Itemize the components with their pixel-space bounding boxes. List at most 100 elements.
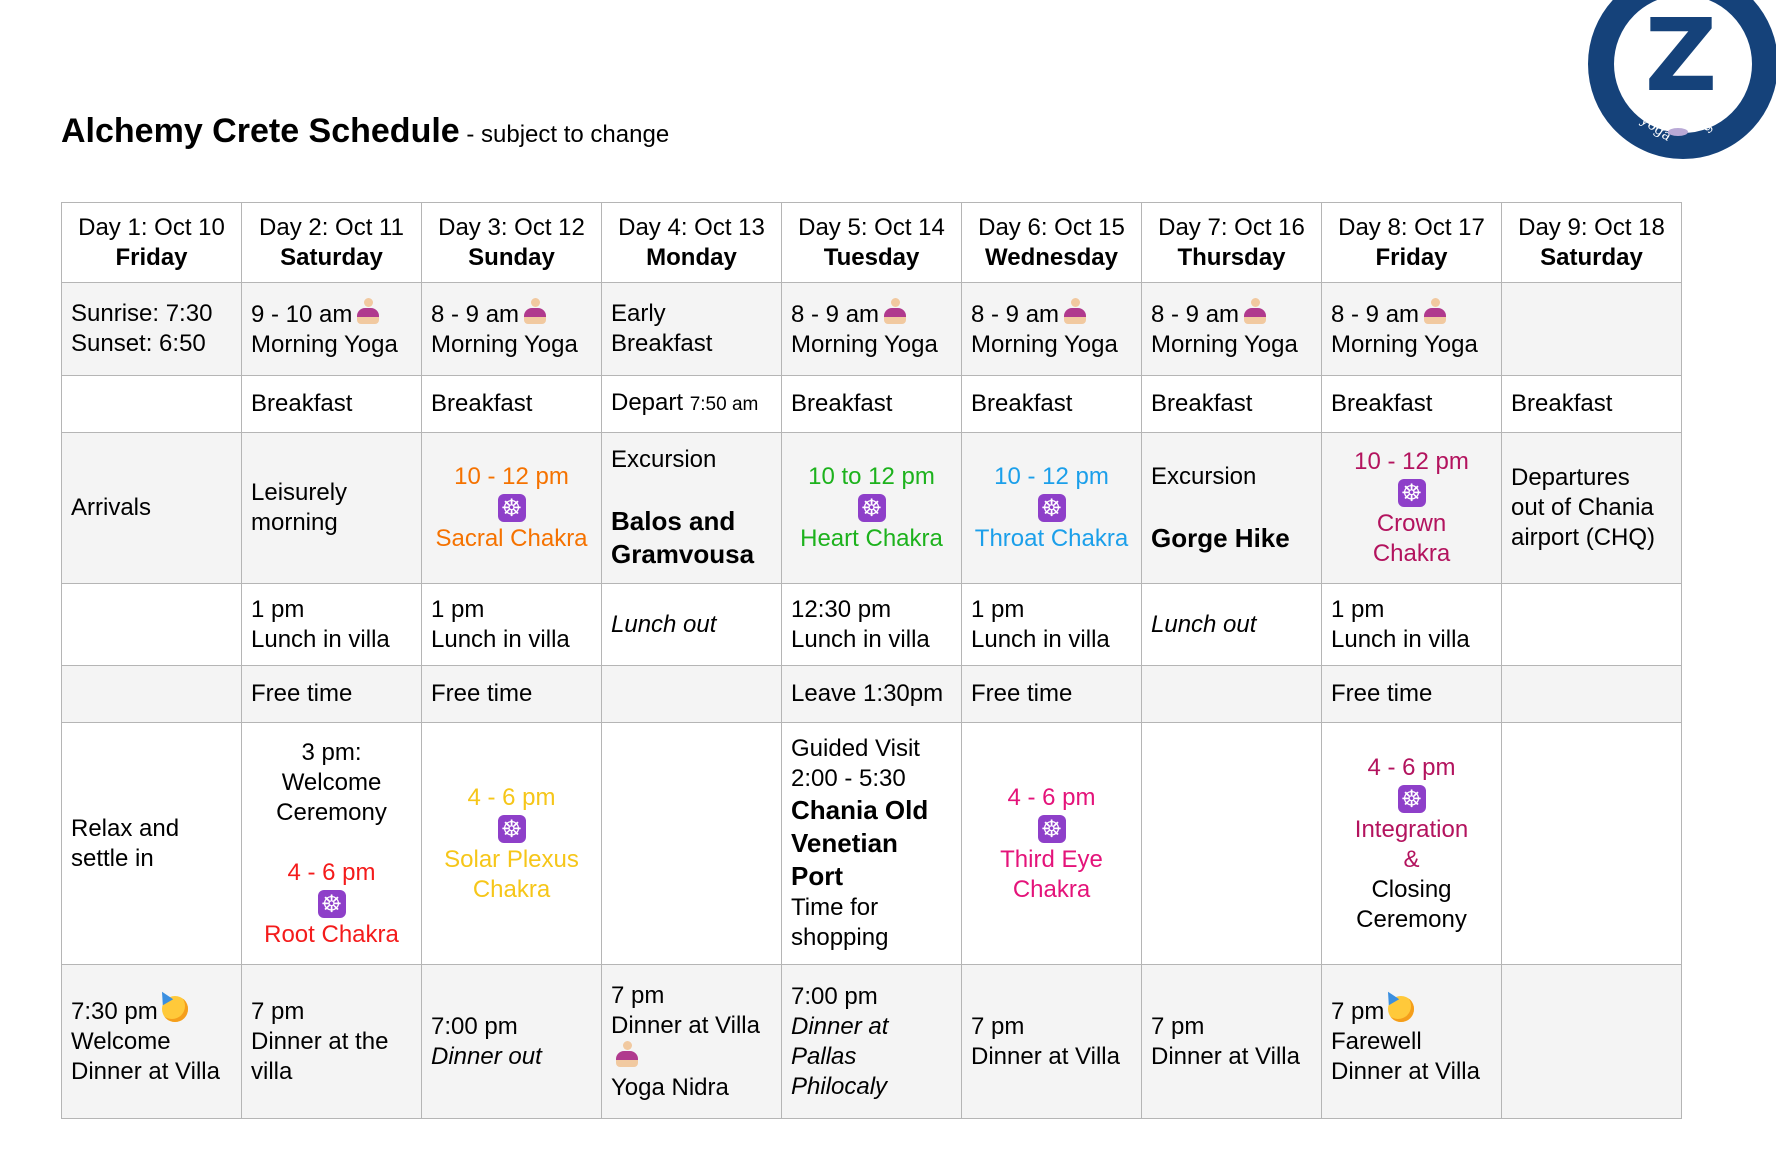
cell-line: Sacral Chakra xyxy=(431,524,592,554)
schedule-cell: Sunrise: 7:30 Sunset: 6:50 xyxy=(61,282,242,376)
table-row: Breakfast Breakfast Depart 7:50 am Breakfas… xyxy=(61,375,1682,433)
cell-text: Venetian xyxy=(791,828,898,858)
cell-line: Early xyxy=(611,299,772,329)
cell-text: Depart xyxy=(611,389,690,416)
schedule-cell: Breakfast xyxy=(961,375,1142,433)
cell-text: 1 pm xyxy=(1331,595,1385,623)
cell-text: Morning Yoga xyxy=(1151,331,1298,358)
cell-line: Relax and xyxy=(71,814,232,844)
cell-line: 3 pm: xyxy=(251,738,412,768)
day-header-cell: Day 9: Oct 18 Saturday xyxy=(1501,202,1682,283)
cell-text: Morning Yoga xyxy=(251,331,398,358)
cell-line: 12:30 pm xyxy=(791,595,952,625)
schedule-cell: 8 - 9 am Morning Yoga xyxy=(1321,282,1502,376)
cell-text: Breakfast xyxy=(1331,390,1433,417)
cell-line: shopping xyxy=(791,923,952,953)
schedule-cell: 8 - 9 am Morning Yoga xyxy=(421,282,602,376)
cell-line: 8 - 9 am xyxy=(791,298,952,330)
cell-line: Time for xyxy=(791,893,952,923)
schedule-cell: 1 pm Lunch in villa xyxy=(1321,583,1502,666)
wheel-of-dharma-icon: ☸ xyxy=(857,494,886,522)
cell-text: 8 - 9 am xyxy=(1331,301,1420,328)
cell-text: & xyxy=(1403,845,1420,873)
cell-text: 12:30 pm xyxy=(791,595,892,623)
cell-text: Day 3: Oct 12 xyxy=(438,213,585,241)
day-header-cell: Day 8: Oct 17 Friday xyxy=(1321,202,1502,283)
cell-text: Breakfast xyxy=(251,390,353,417)
cell-line: Farewell xyxy=(1331,1027,1492,1057)
schedule-cell xyxy=(1141,665,1322,723)
schedule-cell: Lunch out xyxy=(601,583,782,666)
cell-line: Dinner at xyxy=(791,1012,952,1042)
cell-text: Day 2: Oct 11 xyxy=(259,213,404,241)
cell-text: Breakfast xyxy=(791,390,893,417)
cell-text: Chakra xyxy=(472,875,551,903)
schedule-cell xyxy=(1501,722,1682,965)
cell-text: Balos and xyxy=(611,506,736,536)
schedule-cell: Lunch out xyxy=(1141,583,1322,666)
cell-line: 4 - 6 pm xyxy=(971,783,1132,813)
cell-line: Sunset: 6:50 xyxy=(71,329,232,359)
table-row: 7:30 pm Welcome Dinner at Villa 7 pm Dinner… xyxy=(61,964,1682,1119)
cell-line: Tuesday xyxy=(791,243,952,273)
cell-text: 4 - 6 pm xyxy=(287,858,376,886)
cell-line: Day 4: Oct 13 xyxy=(611,213,772,243)
cell-line: Dinner at Villa xyxy=(71,1057,232,1087)
cell-line: 1 pm xyxy=(971,595,1132,625)
day-header-cell: Day 3: Oct 12 Sunday xyxy=(421,202,602,283)
cell-text: Yoga Nidra xyxy=(611,1073,729,1101)
cell-line: Breakfast xyxy=(791,389,952,419)
cell-text: 7:00 pm xyxy=(431,1012,518,1040)
cell-line: Sunrise: 7:30 xyxy=(71,299,232,329)
cell-line xyxy=(251,828,412,858)
cell-text: Lunch in villa xyxy=(251,625,390,653)
schedule-cell: 1 pm Lunch in villa xyxy=(421,583,602,666)
schedule-table: Day 1: Oct 10 Friday Day 2: Oct 11 Saturday… xyxy=(61,202,1682,1119)
cell-text: Chania Old xyxy=(791,795,929,825)
schedule-cell: 7 pm Dinner at the villa xyxy=(241,964,422,1119)
day-header-cell: Day 6: Oct 15 Wednesday xyxy=(961,202,1142,283)
cell-text: Dinner at Villa xyxy=(971,1042,1120,1070)
schedule-cell: 10 - 12 pm ☸ Throat Chakra xyxy=(961,432,1142,584)
schedule-cell: 12:30 pm Lunch in villa xyxy=(781,583,962,666)
cell-text: Sunset: 6:50 xyxy=(71,330,206,357)
cell-text: Welcome xyxy=(71,1028,171,1055)
cell-text: Morning Yoga xyxy=(1331,331,1478,358)
cell-text: Dinner at Villa xyxy=(1331,1058,1480,1085)
cell-text: Day 8: Oct 17 xyxy=(1338,213,1485,241)
cell-line: Welcome xyxy=(251,768,412,798)
schedule-cell: Free time xyxy=(421,665,602,723)
schedule-cell xyxy=(1501,583,1682,666)
cell-text: Time for xyxy=(791,894,879,921)
cell-line: Dinner at Villa xyxy=(1331,1057,1492,1087)
schedule-cell: 10 - 12 pm ☸ Sacral Chakra xyxy=(421,432,602,584)
cell-text: Sunday xyxy=(468,243,555,271)
cell-line: Wednesday xyxy=(971,243,1132,273)
svg-text:Z: Z xyxy=(1645,0,1718,114)
cell-text: Lunch in villa xyxy=(431,625,570,653)
cell-text: 1 pm xyxy=(431,595,485,623)
cell-line: Day 3: Oct 12 xyxy=(431,213,592,243)
cell-line: 7:00 pm xyxy=(431,1012,592,1042)
cell-line: Closing xyxy=(1331,875,1492,905)
cell-line: 8 - 9 am xyxy=(431,298,592,330)
cell-line: Lunch in villa xyxy=(971,625,1132,655)
schedule-cell: 7:00 pm Dinner out xyxy=(421,964,602,1119)
cell-text: 2:00 - 5:30 xyxy=(791,765,906,792)
cell-line: 7:00 pm xyxy=(791,982,952,1012)
schedule-subtitle: - subject to change xyxy=(459,121,670,148)
cell-text: Gramvousa xyxy=(611,539,755,569)
cell-line: ☸ xyxy=(971,813,1132,845)
cell-text: Closing xyxy=(1371,875,1452,903)
cell-line: airport (CHQ) xyxy=(1511,523,1672,553)
cell-line: out of Chania xyxy=(1511,493,1672,523)
cell-line: Free time xyxy=(431,679,592,709)
person-in-lotus-position-icon xyxy=(1423,298,1447,326)
cell-text: Free time xyxy=(251,680,353,707)
header-row: Day 1: Oct 10 Friday Day 2: Oct 11 Saturday… xyxy=(61,202,1682,283)
cell-text: Integration xyxy=(1354,815,1469,843)
schedule-cell: 8 - 9 am Morning Yoga xyxy=(781,282,962,376)
table-row: 1 pm Lunch in villa 1 pm Lunch in villa Lunc… xyxy=(61,583,1682,666)
cell-line: Excursion xyxy=(611,445,772,475)
cell-text: Saturday xyxy=(280,243,383,271)
